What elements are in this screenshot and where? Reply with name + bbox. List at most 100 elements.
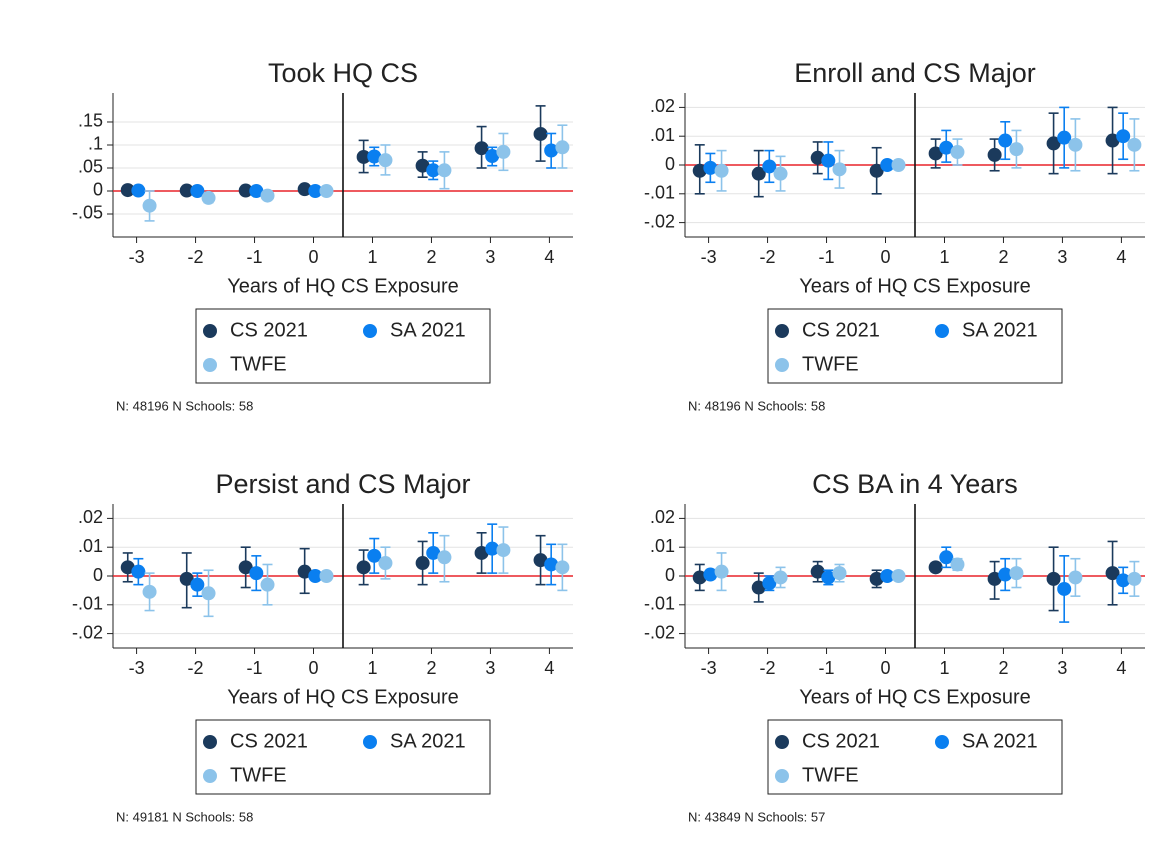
y-tick-label: .01 bbox=[650, 125, 675, 145]
x-tick-label: 0 bbox=[309, 658, 319, 678]
point bbox=[751, 166, 766, 181]
legend-marker bbox=[775, 735, 789, 749]
point bbox=[131, 183, 146, 198]
point bbox=[474, 141, 489, 156]
point bbox=[703, 160, 718, 175]
point bbox=[238, 560, 253, 575]
point bbox=[367, 548, 382, 563]
point bbox=[544, 557, 559, 572]
point bbox=[950, 145, 965, 160]
y-tick-label: .02 bbox=[650, 96, 675, 116]
chart-title: Took HQ CS bbox=[268, 58, 418, 88]
x-tick-label: -2 bbox=[760, 658, 776, 678]
x-axis-label: Years of HQ CS Exposure bbox=[799, 686, 1031, 708]
legend-label: CS 2021 bbox=[802, 730, 880, 752]
point bbox=[308, 569, 323, 583]
point bbox=[821, 153, 836, 168]
x-tick-label: 1 bbox=[939, 658, 949, 678]
point bbox=[869, 571, 884, 586]
point bbox=[297, 564, 312, 579]
x-tick-label: 1 bbox=[367, 658, 377, 678]
point bbox=[356, 149, 371, 164]
y-tick-label: .02 bbox=[650, 507, 675, 527]
point bbox=[201, 586, 216, 601]
point bbox=[692, 570, 707, 585]
x-tick-label: -1 bbox=[247, 247, 263, 267]
point bbox=[987, 147, 1002, 162]
legend-marker bbox=[203, 358, 217, 372]
point bbox=[485, 149, 500, 164]
point bbox=[201, 190, 216, 205]
point bbox=[260, 577, 275, 592]
legend-label: TWFE bbox=[802, 353, 859, 375]
x-tick-label: 3 bbox=[1057, 658, 1067, 678]
point bbox=[533, 126, 548, 141]
x-tick-label: 4 bbox=[544, 247, 554, 267]
x-tick-label: 1 bbox=[939, 247, 949, 267]
legend-label: SA 2021 bbox=[390, 319, 466, 341]
point bbox=[426, 163, 441, 178]
point bbox=[714, 163, 729, 178]
x-tick-label: -2 bbox=[760, 247, 776, 267]
point bbox=[249, 566, 264, 581]
x-tick-label: -2 bbox=[188, 247, 204, 267]
point bbox=[555, 140, 570, 155]
point bbox=[437, 163, 452, 178]
point bbox=[751, 580, 766, 595]
x-axis-label: Years of HQ CS Exposure bbox=[227, 686, 459, 708]
note: N: 43849 N Schools: 57 bbox=[688, 809, 825, 824]
y-tick-label: -.01 bbox=[644, 594, 675, 614]
x-tick-label: 0 bbox=[881, 658, 891, 678]
point bbox=[426, 545, 441, 560]
point bbox=[714, 564, 729, 579]
legend-box bbox=[767, 719, 1063, 795]
y-tick-label: -.05 bbox=[72, 203, 103, 223]
x-tick-label: -3 bbox=[129, 247, 145, 267]
x-tick-label: 4 bbox=[1116, 658, 1126, 678]
point bbox=[762, 159, 777, 174]
point bbox=[762, 576, 777, 591]
point bbox=[998, 567, 1013, 582]
x-tick-label: 2 bbox=[998, 658, 1008, 678]
point bbox=[179, 571, 194, 586]
point bbox=[1116, 573, 1131, 588]
legend-label: TWFE bbox=[802, 764, 859, 786]
point bbox=[891, 569, 906, 583]
legend-marker bbox=[935, 324, 949, 338]
note: N: 48196 N Schools: 58 bbox=[116, 398, 253, 413]
y-tick-label: -.01 bbox=[72, 594, 103, 614]
x-tick-label: 3 bbox=[485, 658, 495, 678]
legend-marker bbox=[203, 324, 217, 338]
point bbox=[1105, 133, 1120, 148]
y-tick-label: .01 bbox=[650, 536, 675, 556]
point bbox=[555, 560, 570, 575]
point bbox=[485, 541, 500, 556]
chart-title: Persist and CS Major bbox=[215, 469, 470, 499]
point bbox=[496, 543, 511, 558]
point bbox=[1046, 571, 1061, 586]
point bbox=[190, 577, 205, 592]
point bbox=[832, 162, 847, 177]
point bbox=[773, 166, 788, 181]
point bbox=[1068, 137, 1083, 152]
x-tick-label: -2 bbox=[188, 658, 204, 678]
legend-marker bbox=[935, 735, 949, 749]
x-tick-label: 2 bbox=[426, 247, 436, 267]
x-tick-label: 0 bbox=[881, 247, 891, 267]
point bbox=[378, 556, 393, 571]
legend-marker bbox=[203, 735, 217, 749]
point bbox=[120, 183, 135, 198]
point bbox=[928, 560, 943, 575]
point bbox=[297, 182, 312, 197]
point bbox=[120, 560, 135, 575]
x-tick-label: 1 bbox=[367, 247, 377, 267]
point bbox=[533, 553, 548, 568]
legend-label: CS 2021 bbox=[230, 730, 308, 752]
point bbox=[950, 557, 965, 572]
point bbox=[1057, 130, 1072, 145]
x-tick-label: -1 bbox=[247, 658, 263, 678]
point bbox=[142, 584, 157, 599]
point bbox=[319, 183, 334, 198]
point bbox=[821, 570, 836, 585]
point bbox=[939, 140, 954, 155]
